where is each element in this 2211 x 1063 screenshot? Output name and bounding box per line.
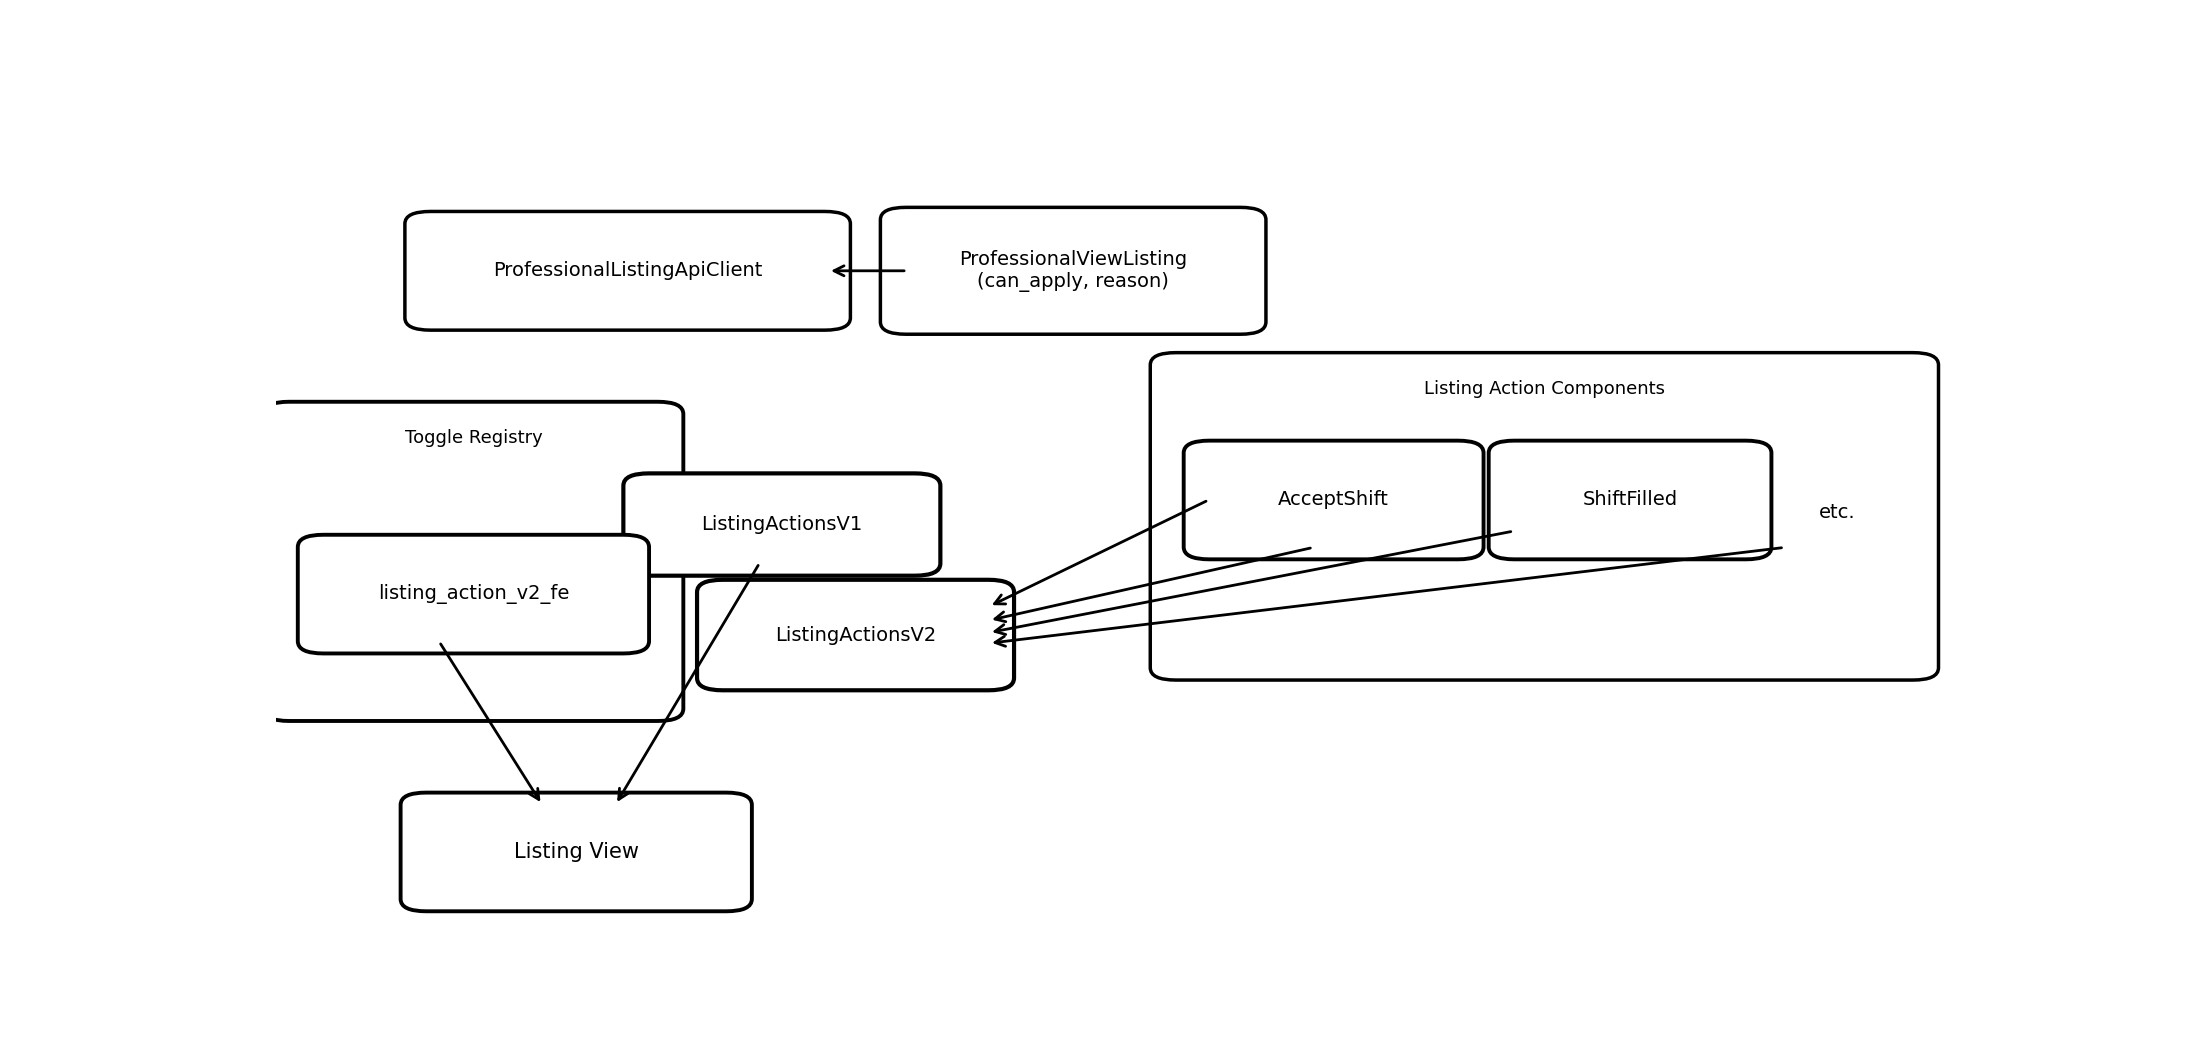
FancyBboxPatch shape	[624, 473, 940, 576]
Text: Toggle Registry: Toggle Registry	[405, 428, 542, 446]
Text: listing_action_v2_fe: listing_action_v2_fe	[378, 584, 568, 604]
FancyBboxPatch shape	[1150, 353, 1939, 680]
FancyBboxPatch shape	[696, 579, 1015, 690]
FancyBboxPatch shape	[1488, 441, 1771, 559]
Text: AcceptShift: AcceptShift	[1278, 490, 1389, 509]
Text: ListingActionsV1: ListingActionsV1	[701, 516, 862, 534]
FancyBboxPatch shape	[405, 212, 851, 331]
FancyBboxPatch shape	[298, 535, 650, 654]
FancyBboxPatch shape	[263, 402, 683, 721]
Text: etc.: etc.	[1817, 503, 1855, 522]
FancyBboxPatch shape	[400, 793, 752, 911]
Text: ProfessionalListingApiClient: ProfessionalListingApiClient	[493, 261, 763, 281]
Text: ProfessionalViewListing
(can_apply, reason): ProfessionalViewListing (can_apply, reas…	[960, 250, 1187, 292]
Text: Listing View: Listing View	[513, 842, 639, 862]
Text: ListingActionsV2: ListingActionsV2	[774, 625, 935, 644]
Text: ShiftFilled: ShiftFilled	[1583, 490, 1678, 509]
FancyBboxPatch shape	[880, 207, 1267, 334]
Text: Listing Action Components: Listing Action Components	[1424, 379, 1665, 398]
FancyBboxPatch shape	[1183, 441, 1484, 559]
